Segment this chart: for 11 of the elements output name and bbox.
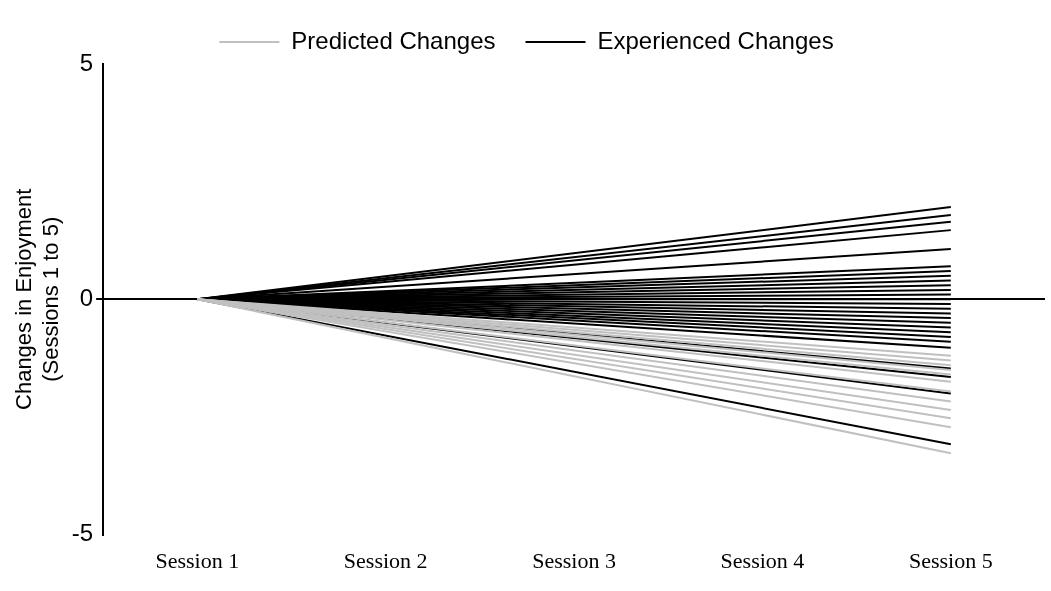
legend-label: Predicted Changes xyxy=(291,26,496,54)
x-tick-label: Session 5 xyxy=(908,547,993,573)
x-tick-label: Session 3 xyxy=(532,547,616,573)
legend-label: Experienced Changes xyxy=(597,26,834,54)
x-tick-label: Session 1 xyxy=(155,547,240,573)
x-tick-label: Session 4 xyxy=(720,547,805,573)
y-axis-title: Changes in Enjoyment (Sessions 1 to 5) xyxy=(11,188,63,410)
y-tick-label: 5 xyxy=(79,48,94,76)
y-tick-label: 0 xyxy=(79,283,94,311)
x-tick-label: Session 2 xyxy=(343,547,428,573)
y-tick-label: -5 xyxy=(71,519,94,547)
